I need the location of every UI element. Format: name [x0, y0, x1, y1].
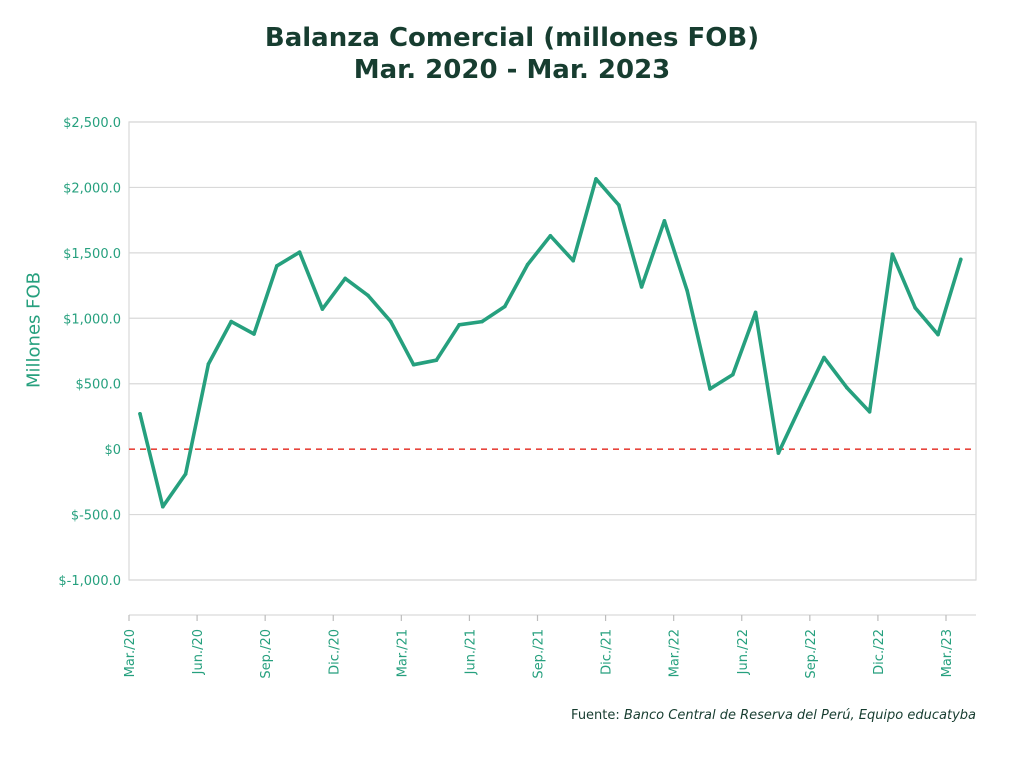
data-point [229, 319, 233, 324]
data-point [776, 451, 781, 455]
data-point [913, 306, 917, 310]
x-tick-label: Sep./20 [259, 629, 274, 679]
data-point [548, 234, 553, 238]
data-point [389, 319, 393, 324]
x-tick-label: Dic./22 [872, 629, 887, 675]
x-tick-label: Sep./22 [804, 629, 819, 679]
data-point [297, 250, 302, 254]
data-point [867, 410, 872, 414]
source-note: Fuente: Banco Central de Reserva del Per… [571, 708, 976, 723]
data-point [275, 264, 279, 268]
source-prefix: Fuente: [571, 708, 620, 723]
data-point [662, 219, 667, 223]
data-point [731, 372, 735, 377]
x-tick-label: Jun./22 [736, 629, 751, 675]
x-tick-label: Jun./20 [191, 629, 206, 675]
data-point [320, 307, 325, 311]
data-point [571, 258, 575, 263]
x-tick-label: Dic./21 [600, 629, 615, 675]
data-point [799, 402, 803, 407]
data-point [936, 332, 940, 337]
y-tick-label: $0 [104, 443, 121, 458]
chart-title-line2: Mar. 2020 - Mar. 2023 [353, 55, 671, 85]
data-point [959, 257, 963, 262]
data-point [183, 472, 188, 476]
data-point [525, 262, 530, 267]
data-point [685, 289, 689, 293]
y-tick-label: $2,000.0 [63, 181, 121, 196]
data-point [366, 293, 370, 298]
data-point [138, 412, 142, 416]
data-point [457, 323, 462, 327]
data-point [845, 385, 849, 390]
y-tick-label: $1,500.0 [63, 247, 121, 262]
data-point [434, 358, 439, 363]
data-point [206, 362, 211, 366]
y-tick-label: $500.0 [76, 378, 122, 393]
x-tick-label: Mar./23 [940, 629, 955, 677]
data-point [252, 332, 256, 336]
data-point [594, 177, 598, 181]
data-point [343, 276, 348, 281]
data-point [161, 504, 165, 509]
y-tick-label: $1,000.0 [63, 312, 121, 327]
y-tick-label: $2,500.0 [63, 116, 121, 131]
x-tick-label: Sep./21 [532, 629, 547, 679]
x-tick-label: Jun./21 [463, 629, 478, 675]
x-tick-label: Dic./20 [327, 629, 342, 675]
x-tick-label: Mar./21 [395, 629, 410, 677]
data-point [411, 362, 416, 367]
data-point [708, 387, 712, 391]
y-tick-label: $-1,000.0 [58, 574, 121, 589]
data-point [822, 355, 826, 360]
plot-frame [128, 121, 977, 581]
source-text: Banco Central de Reserva del Perú, Equip… [623, 708, 976, 723]
y-tick-label: $-500.0 [71, 509, 121, 524]
chart-title-line1: Balanza Comercial (millones FOB) [264, 23, 760, 53]
x-tick-label: Mar./22 [668, 629, 683, 677]
data-point [639, 285, 644, 289]
series-line [138, 177, 963, 509]
chart-title: Balanza Comercial (millones FOB) Mar. 20… [0, 22, 1024, 86]
x-tick-label: Mar./20 [123, 629, 138, 677]
data-point [480, 319, 484, 324]
data-point [753, 310, 758, 315]
data-point [890, 252, 895, 256]
data-point [617, 203, 621, 207]
data-point [503, 304, 507, 309]
